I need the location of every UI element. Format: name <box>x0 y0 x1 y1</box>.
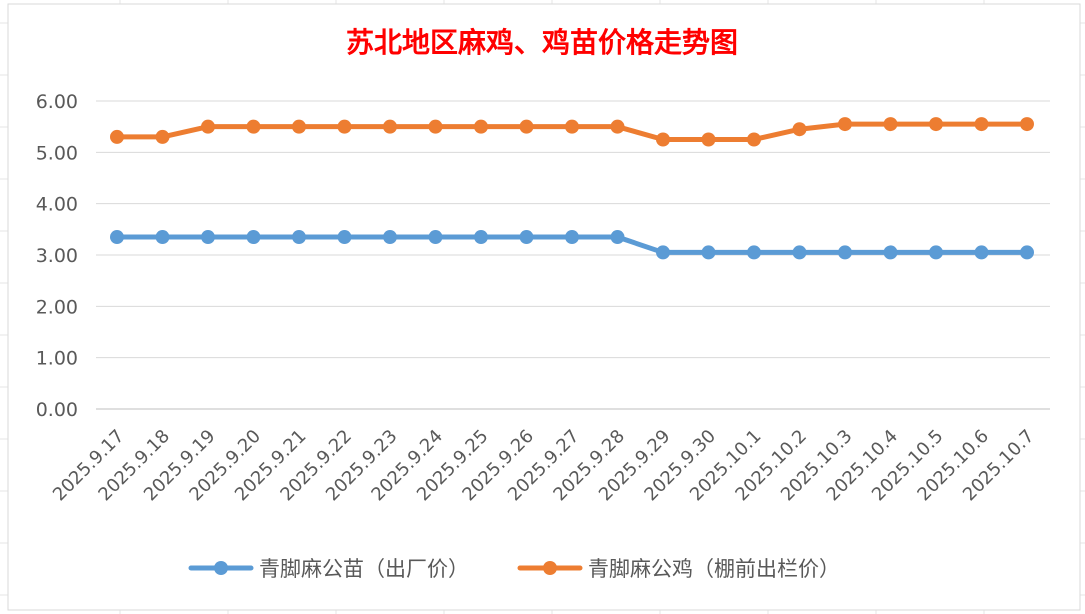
data-point <box>110 230 124 245</box>
data-point <box>474 230 488 245</box>
data-point <box>428 119 443 134</box>
data-point <box>747 132 761 147</box>
y-tick-label: 6.00 <box>36 91 78 113</box>
y-tick-label: 1.00 <box>36 348 78 370</box>
data-point <box>792 245 807 260</box>
y-axis-ticks: 0.00 1.00 2.00 3.00 4.00 5.00 6.00 <box>36 91 78 421</box>
data-point <box>246 230 261 245</box>
data-point <box>155 230 170 245</box>
data-point <box>974 117 989 132</box>
data-point <box>838 245 852 260</box>
data-point <box>110 129 124 144</box>
y-tick-label: 3.00 <box>36 245 78 267</box>
data-point <box>565 230 579 245</box>
data-point <box>565 119 579 134</box>
data-point <box>610 230 625 245</box>
legend-item: 青脚麻公鸡（棚前出栏价） <box>517 557 840 581</box>
data-point <box>383 119 397 134</box>
legend-item: 青脚麻公苗（出厂价） <box>188 557 469 581</box>
data-point <box>883 117 898 132</box>
chart-title: 苏北地区麻鸡、鸡苗价格走势图 <box>346 26 738 59</box>
data-point <box>792 122 807 137</box>
legend-label: 青脚麻公苗（出厂价） <box>259 557 469 581</box>
data-point <box>656 132 670 147</box>
data-point <box>701 132 716 147</box>
series-2 <box>110 117 1034 147</box>
data-point <box>155 129 170 144</box>
data-point <box>929 245 943 260</box>
legend-swatch-marker <box>214 561 228 575</box>
data-point <box>610 119 625 134</box>
data-point <box>838 117 852 132</box>
data-point <box>201 230 215 245</box>
data-point <box>701 245 716 260</box>
y-tick-label: 2.00 <box>36 296 78 318</box>
data-point <box>292 230 306 245</box>
data-point <box>337 230 352 245</box>
data-point <box>519 119 534 134</box>
y-tick-label: 5.00 <box>36 142 78 164</box>
data-point <box>1020 245 1034 260</box>
legend: 青脚麻公苗（出厂价） 青脚麻公鸡（棚前出栏价） <box>188 557 840 581</box>
legend-label: 青脚麻公鸡（棚前出栏价） <box>588 557 840 581</box>
data-point <box>383 230 397 245</box>
data-point <box>656 245 670 260</box>
series-1 <box>110 230 1034 260</box>
data-point <box>337 119 352 134</box>
series-lines <box>110 117 1034 260</box>
data-point <box>474 119 488 134</box>
data-point <box>929 117 943 132</box>
y-tick-label: 0.00 <box>36 399 78 421</box>
data-point <box>428 230 443 245</box>
data-point <box>292 119 306 134</box>
data-point <box>883 245 898 260</box>
y-tick-label: 4.00 <box>36 194 78 216</box>
data-point <box>747 245 761 260</box>
chart-area <box>7 3 1081 611</box>
data-point <box>1020 117 1034 132</box>
data-point <box>974 245 989 260</box>
legend-swatch-marker <box>543 561 557 575</box>
data-point <box>246 119 261 134</box>
data-point <box>519 230 534 245</box>
data-point <box>201 119 215 134</box>
